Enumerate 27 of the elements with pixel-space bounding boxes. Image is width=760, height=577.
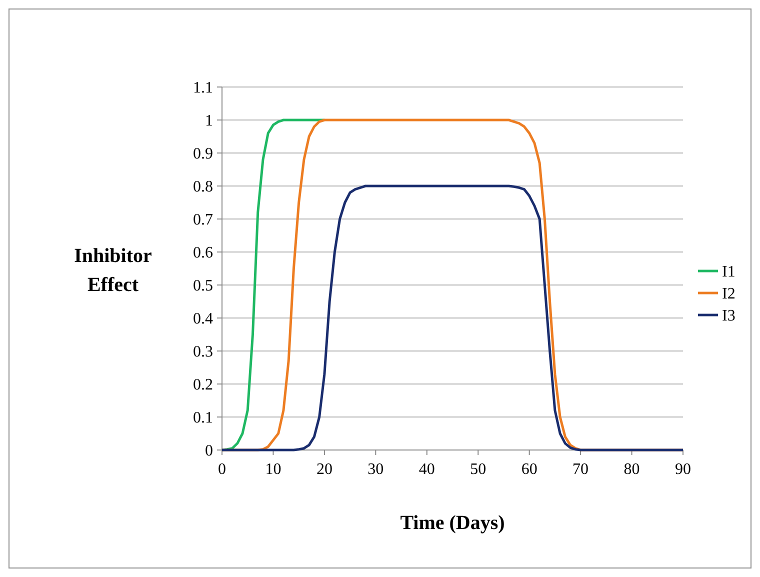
y-tick-label: 0.3 <box>193 344 213 361</box>
x-tick-label: 70 <box>572 461 589 478</box>
y-tick-label: 0.2 <box>193 376 213 394</box>
y-tick-label: 0.1 <box>193 410 213 427</box>
y-tick-label: 0.8 <box>193 178 213 196</box>
x-tick-label: 10 <box>265 461 282 478</box>
legend-label: I1 <box>722 264 736 281</box>
x-tick-label: 60 <box>521 461 538 478</box>
y-tick-label: 0.5 <box>193 278 213 295</box>
legend-label: I2 <box>722 286 736 303</box>
y-tick-label: 1 <box>205 112 213 130</box>
y-tick-label: 0.7 <box>193 212 213 229</box>
legend-label: I3 <box>722 308 736 325</box>
x-tick-label: 40 <box>418 461 435 478</box>
x-tick-label: 30 <box>368 461 384 478</box>
y-tick-label: 0.6 <box>193 244 213 262</box>
x-tick-label: 50 <box>470 461 486 478</box>
x-tick-label: 90 <box>675 461 691 478</box>
x-tick-label: 20 <box>316 461 332 478</box>
x-tick-label: 80 <box>624 461 640 478</box>
y-tick-label: 0.4 <box>193 310 213 328</box>
x-axis-title: Time (Days) <box>400 512 505 534</box>
y-tick-label: 1.1 <box>193 80 213 97</box>
y-tick-label: 0.9 <box>193 146 213 163</box>
x-tick-label: 0 <box>218 461 226 478</box>
y-axis-title: Inhibitor Effect <box>74 245 152 296</box>
y-tick-label: 0 <box>205 442 213 460</box>
